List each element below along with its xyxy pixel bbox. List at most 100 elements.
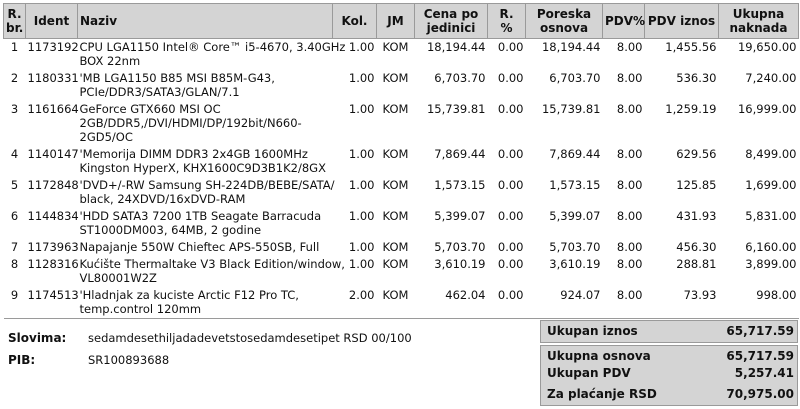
row-ukupno: 16,999.00 [737,102,797,116]
ukupan-iznos-label: Ukupan iznos [547,324,638,338]
row-naziv: 'HDD SATA3 7200 1TB Seagate Barracuda ST1… [78,208,333,239]
row-rabat: 0.00 [497,209,524,223]
ukupan-iznos-row: Ukupan iznos 65,717.59 [541,322,797,340]
row-naziv-line: VL80001W2Z [79,271,157,285]
ukupan-iznos-value: 65,717.59 [726,324,794,338]
slovima-value: sedamdesethiljadadevetstosedamdesetipet … [88,331,412,345]
row-pdv-iznos: 431.93 [676,209,717,223]
row-pdv: 8.00 [616,147,643,161]
row-ukupno: 6,160.00 [745,240,797,254]
row-jm: KOM [382,102,409,116]
row-kol: 1.00 [348,240,375,254]
header-jm: JM [376,3,415,39]
row-number: 8 [10,257,19,271]
ukupna-osnova-value: 65,717.59 [726,349,794,363]
row-number: 4 [10,147,19,161]
row-ident: 1144834 [27,209,79,223]
row-ukupno: 998.00 [756,288,797,302]
row-cena: 462.04 [445,288,486,302]
row-pdv: 8.00 [616,209,643,223]
row-pdv: 8.00 [616,240,643,254]
header-pdv: PDV% [602,3,645,39]
row-ukupno: 19,650.00 [737,40,797,54]
row-number: 9 [10,288,19,302]
row-pdv: 8.00 [616,178,643,192]
row-osnova: 15,739.81 [541,102,601,116]
row-jm: KOM [382,40,409,54]
row-number: 7 [10,240,19,254]
ukupna-osnova-row: Ukupna osnova 65,717.59 [541,347,797,365]
ukupan-pdv-value: 5,257.41 [734,366,794,380]
pib-label: PIB: [8,353,36,367]
row-ident: 1180331 [27,71,79,85]
ukupan-pdv-label: Ukupan PDV [547,366,631,380]
table-row: 7 1173963 Napajanje 550W Chieftec APS-550S… [4,239,799,256]
row-rabat: 0.00 [497,71,524,85]
row-osnova: 6,703.70 [549,71,601,85]
invoice-footer: Slovima: sedamdesethiljadadevetstosedamd… [3,320,798,406]
row-osnova: 924.07 [560,288,601,302]
row-ident: 1174513 [27,288,79,302]
row-osnova: 5,703.70 [549,240,601,254]
items-table: R. br. Ident Naziv Kol. JM Cena po jedinic… [3,3,799,319]
row-number: 6 [10,209,19,223]
row-naziv: Kućište Thermaltake V3 Black Edition/win… [78,256,345,287]
row-naziv-line: temp.control 120mm [79,302,202,316]
row-rabat: 0.00 [497,240,524,254]
row-pdv-iznos: 629.56 [676,147,717,161]
row-rabat: 0.00 [497,288,524,302]
za-placanje-row: Za plaćanje RSD 70,975.00 [541,385,797,403]
row-ukupno: 3,899.00 [745,257,797,271]
header-naziv: Naziv [77,3,333,39]
row-osnova: 18,194.44 [541,40,601,54]
invoice-document: R. br. Ident Naziv Kol. JM Cena po jedinic… [3,3,799,319]
table-row: 9 1174513 'Hladnjak za kuciste Arctic F12 … [3,287,799,319]
row-cena: 6,703.70 [434,71,486,85]
row-kol: 1.00 [348,178,375,192]
row-naziv-line: 'Memorija DIMM DDR3 2x4GB 1600MHz [79,147,308,161]
header-ukupno: Ukupna naknada [718,3,799,39]
row-jm: KOM [382,288,409,302]
table-row: 4 1140147 'Memorija DIMM DDR3 2x4GB 1600MH… [4,146,799,177]
table-header-row: R. br. Ident Naziv Kol. JM Cena po jedinic… [3,3,799,39]
row-pdv-iznos: 1,455.56 [665,40,717,54]
ukupna-osnova-label: Ukupna osnova [547,349,651,363]
row-number: 5 [10,178,19,192]
row-naziv: GeForce GTX660 MSI OC 2GB/DDR5,/DVI/HDMI/… [78,101,333,146]
row-rabat: 0.00 [497,147,524,161]
row-naziv: 'Hladnjak za kuciste Arctic F12 Pro TC, t… [78,287,333,319]
row-cena: 1,573.15 [434,178,486,192]
row-naziv-line: ST1000DM003, 64MB, 2 godine [79,223,262,237]
table-row: 1 1173192 CPU LGA1150 Intel® Core™ i5-4670… [4,39,799,71]
row-naziv-line: Kućište Thermaltake V3 Black Edition/win… [79,257,345,271]
ukupan-pdv-row: Ukupan PDV 5,257.41 [541,364,797,382]
row-pdv-iznos: 125.85 [676,178,717,192]
row-number: 2 [10,71,19,85]
table-row: 8 1128316 Kućište Thermaltake V3 Black Edi… [4,256,799,287]
row-naziv-line: GeForce GTX660 MSI OC [79,102,221,116]
row-rabat: 0.00 [497,40,524,54]
table-row: 5 1172848 'DVD+/-RW Samsung SH-224DB/BEBE/… [4,177,799,208]
row-number: 1 [10,40,19,54]
row-cena: 7,869.44 [434,147,486,161]
row-naziv-line: 'DVD+/-RW Samsung SH-224DB/BEBE/SATA/ [79,178,335,192]
row-ukupno: 8,499.00 [745,147,797,161]
row-kol: 1.00 [348,40,375,54]
row-naziv-line: 'HDD SATA3 7200 1TB Seagate Barracuda [79,209,322,223]
row-naziv-line: CPU LGA1150 Intel® Core™ i5-4670, 3.40GH… [79,40,346,54]
row-ident: 1128316 [27,257,79,271]
row-ident: 1172848 [27,178,79,192]
row-cena: 5,703.70 [434,240,486,254]
row-jm: KOM [382,178,409,192]
row-kol: 1.00 [348,71,375,85]
row-jm: KOM [382,209,409,223]
row-kol: 1.00 [348,257,375,271]
header-pdv-iznos: PDV iznos [644,3,719,39]
row-kol: 1.00 [348,102,375,116]
row-ident: 1173192 [27,40,79,54]
row-kol: 1.00 [348,147,375,161]
totals-box: Ukupna osnova 65,717.59 Ukupan PDV 5,257… [540,345,798,406]
table-row: 6 1144834 'HDD SATA3 7200 1TB Seagate Barr… [4,208,799,239]
row-naziv: 'Memorija DIMM DDR3 2x4GB 1600MHz Kingsto… [78,146,333,177]
row-pdv: 8.00 [616,257,643,271]
